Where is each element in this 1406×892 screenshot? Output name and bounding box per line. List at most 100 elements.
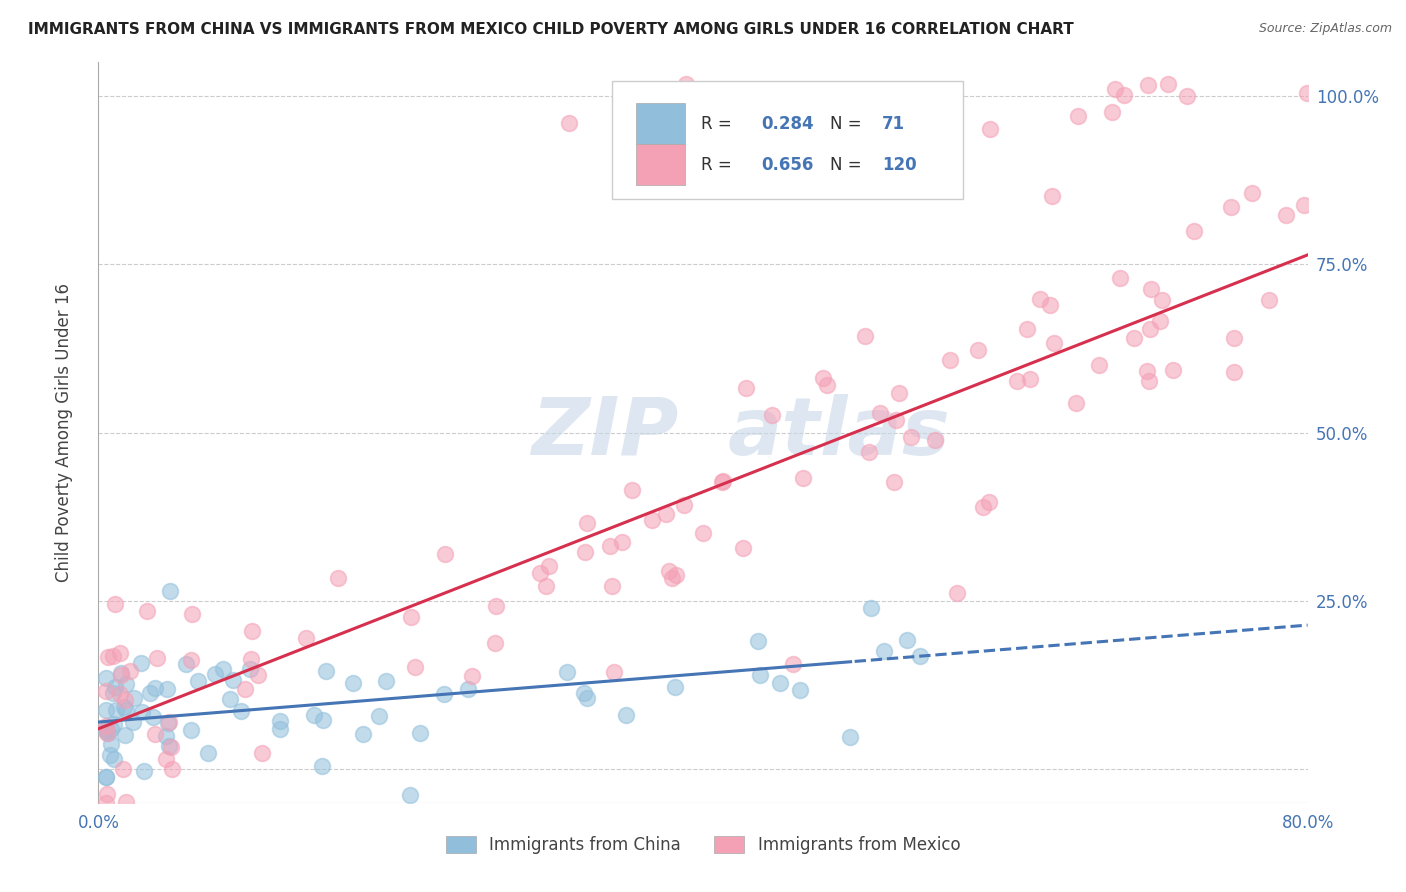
Point bbox=[555, 665, 578, 679]
Point bbox=[599, 539, 621, 553]
Point bbox=[101, 686, 124, 700]
Point bbox=[1182, 224, 1205, 238]
Point bbox=[94, 723, 117, 737]
Point bbox=[936, 112, 959, 126]
Point bbox=[139, 686, 162, 700]
Point bbox=[94, 684, 117, 698]
Point bbox=[212, 662, 235, 676]
Point bbox=[1139, 282, 1161, 296]
Point bbox=[312, 713, 335, 727]
Point bbox=[887, 385, 910, 400]
Point bbox=[352, 727, 374, 741]
Point bbox=[96, 703, 118, 717]
Point bbox=[94, 770, 117, 784]
Point bbox=[108, 687, 131, 701]
Point bbox=[269, 722, 291, 736]
Point bbox=[600, 579, 623, 593]
Point bbox=[734, 381, 756, 395]
Point bbox=[156, 716, 179, 731]
FancyBboxPatch shape bbox=[637, 145, 685, 185]
Point bbox=[114, 700, 136, 714]
Text: N =: N = bbox=[830, 155, 868, 174]
Point bbox=[675, 78, 697, 92]
Point bbox=[661, 571, 683, 585]
Point bbox=[1139, 322, 1161, 336]
Point bbox=[114, 677, 136, 691]
Point bbox=[924, 433, 946, 447]
Text: N =: N = bbox=[830, 114, 868, 133]
Point bbox=[311, 759, 333, 773]
Point bbox=[485, 599, 508, 613]
Point bbox=[457, 681, 479, 696]
Point bbox=[97, 725, 120, 739]
Point bbox=[1137, 374, 1160, 388]
Point bbox=[1258, 293, 1281, 307]
Point bbox=[789, 683, 811, 698]
Point bbox=[159, 584, 181, 599]
Point bbox=[858, 444, 880, 458]
Point bbox=[967, 343, 990, 358]
Point bbox=[295, 632, 318, 646]
Point bbox=[1112, 87, 1135, 102]
Point bbox=[157, 714, 180, 729]
Point bbox=[529, 566, 551, 581]
Point bbox=[1296, 87, 1319, 101]
Point bbox=[979, 122, 1001, 136]
Point bbox=[537, 559, 560, 574]
Point bbox=[94, 671, 117, 685]
Point bbox=[122, 714, 145, 729]
Point bbox=[96, 726, 118, 740]
Point bbox=[229, 704, 252, 718]
Point bbox=[155, 730, 177, 744]
Point bbox=[155, 752, 177, 766]
Point bbox=[115, 795, 138, 809]
Point bbox=[433, 687, 456, 701]
Point bbox=[1066, 109, 1088, 123]
Point bbox=[233, 681, 256, 696]
Text: 0.656: 0.656 bbox=[761, 155, 814, 174]
Point bbox=[908, 649, 931, 664]
Text: IMMIGRANTS FROM CHINA VS IMMIGRANTS FROM MEXICO CHILD POVERTY AMONG GIRLS UNDER : IMMIGRANTS FROM CHINA VS IMMIGRANTS FROM… bbox=[28, 22, 1074, 37]
Point bbox=[160, 739, 183, 754]
Point bbox=[239, 651, 262, 665]
Point bbox=[534, 579, 557, 593]
Point bbox=[239, 662, 262, 676]
Point bbox=[484, 635, 506, 649]
Point bbox=[883, 475, 905, 489]
Y-axis label: Child Poverty Among Girls Under 16: Child Poverty Among Girls Under 16 bbox=[55, 283, 73, 582]
Point bbox=[709, 103, 731, 117]
Text: 71: 71 bbox=[882, 114, 905, 133]
Text: 120: 120 bbox=[882, 155, 917, 174]
Point bbox=[197, 746, 219, 760]
Point bbox=[131, 705, 153, 719]
Point bbox=[1136, 363, 1159, 377]
Point bbox=[115, 703, 138, 717]
Point bbox=[711, 474, 734, 488]
Point bbox=[972, 500, 994, 514]
Point bbox=[748, 668, 770, 682]
Point bbox=[434, 547, 457, 561]
Point bbox=[404, 660, 426, 674]
Point bbox=[575, 516, 598, 531]
Point bbox=[108, 646, 131, 660]
Point bbox=[219, 691, 242, 706]
Legend: Immigrants from China, Immigrants from Mexico: Immigrants from China, Immigrants from M… bbox=[439, 830, 967, 861]
Point bbox=[869, 406, 891, 420]
Point bbox=[946, 586, 969, 600]
Point bbox=[180, 723, 202, 737]
Point bbox=[939, 101, 962, 115]
Point bbox=[1156, 77, 1178, 91]
Point bbox=[1150, 293, 1173, 307]
Point bbox=[603, 665, 626, 679]
Text: 0.284: 0.284 bbox=[761, 114, 814, 133]
Point bbox=[558, 116, 581, 130]
Point bbox=[240, 624, 263, 639]
Point bbox=[157, 739, 180, 753]
Point bbox=[572, 686, 595, 700]
Point bbox=[103, 752, 125, 766]
Point bbox=[884, 115, 907, 129]
Point bbox=[658, 564, 681, 578]
Point bbox=[1222, 331, 1244, 345]
Point bbox=[250, 747, 273, 761]
Point bbox=[368, 708, 391, 723]
